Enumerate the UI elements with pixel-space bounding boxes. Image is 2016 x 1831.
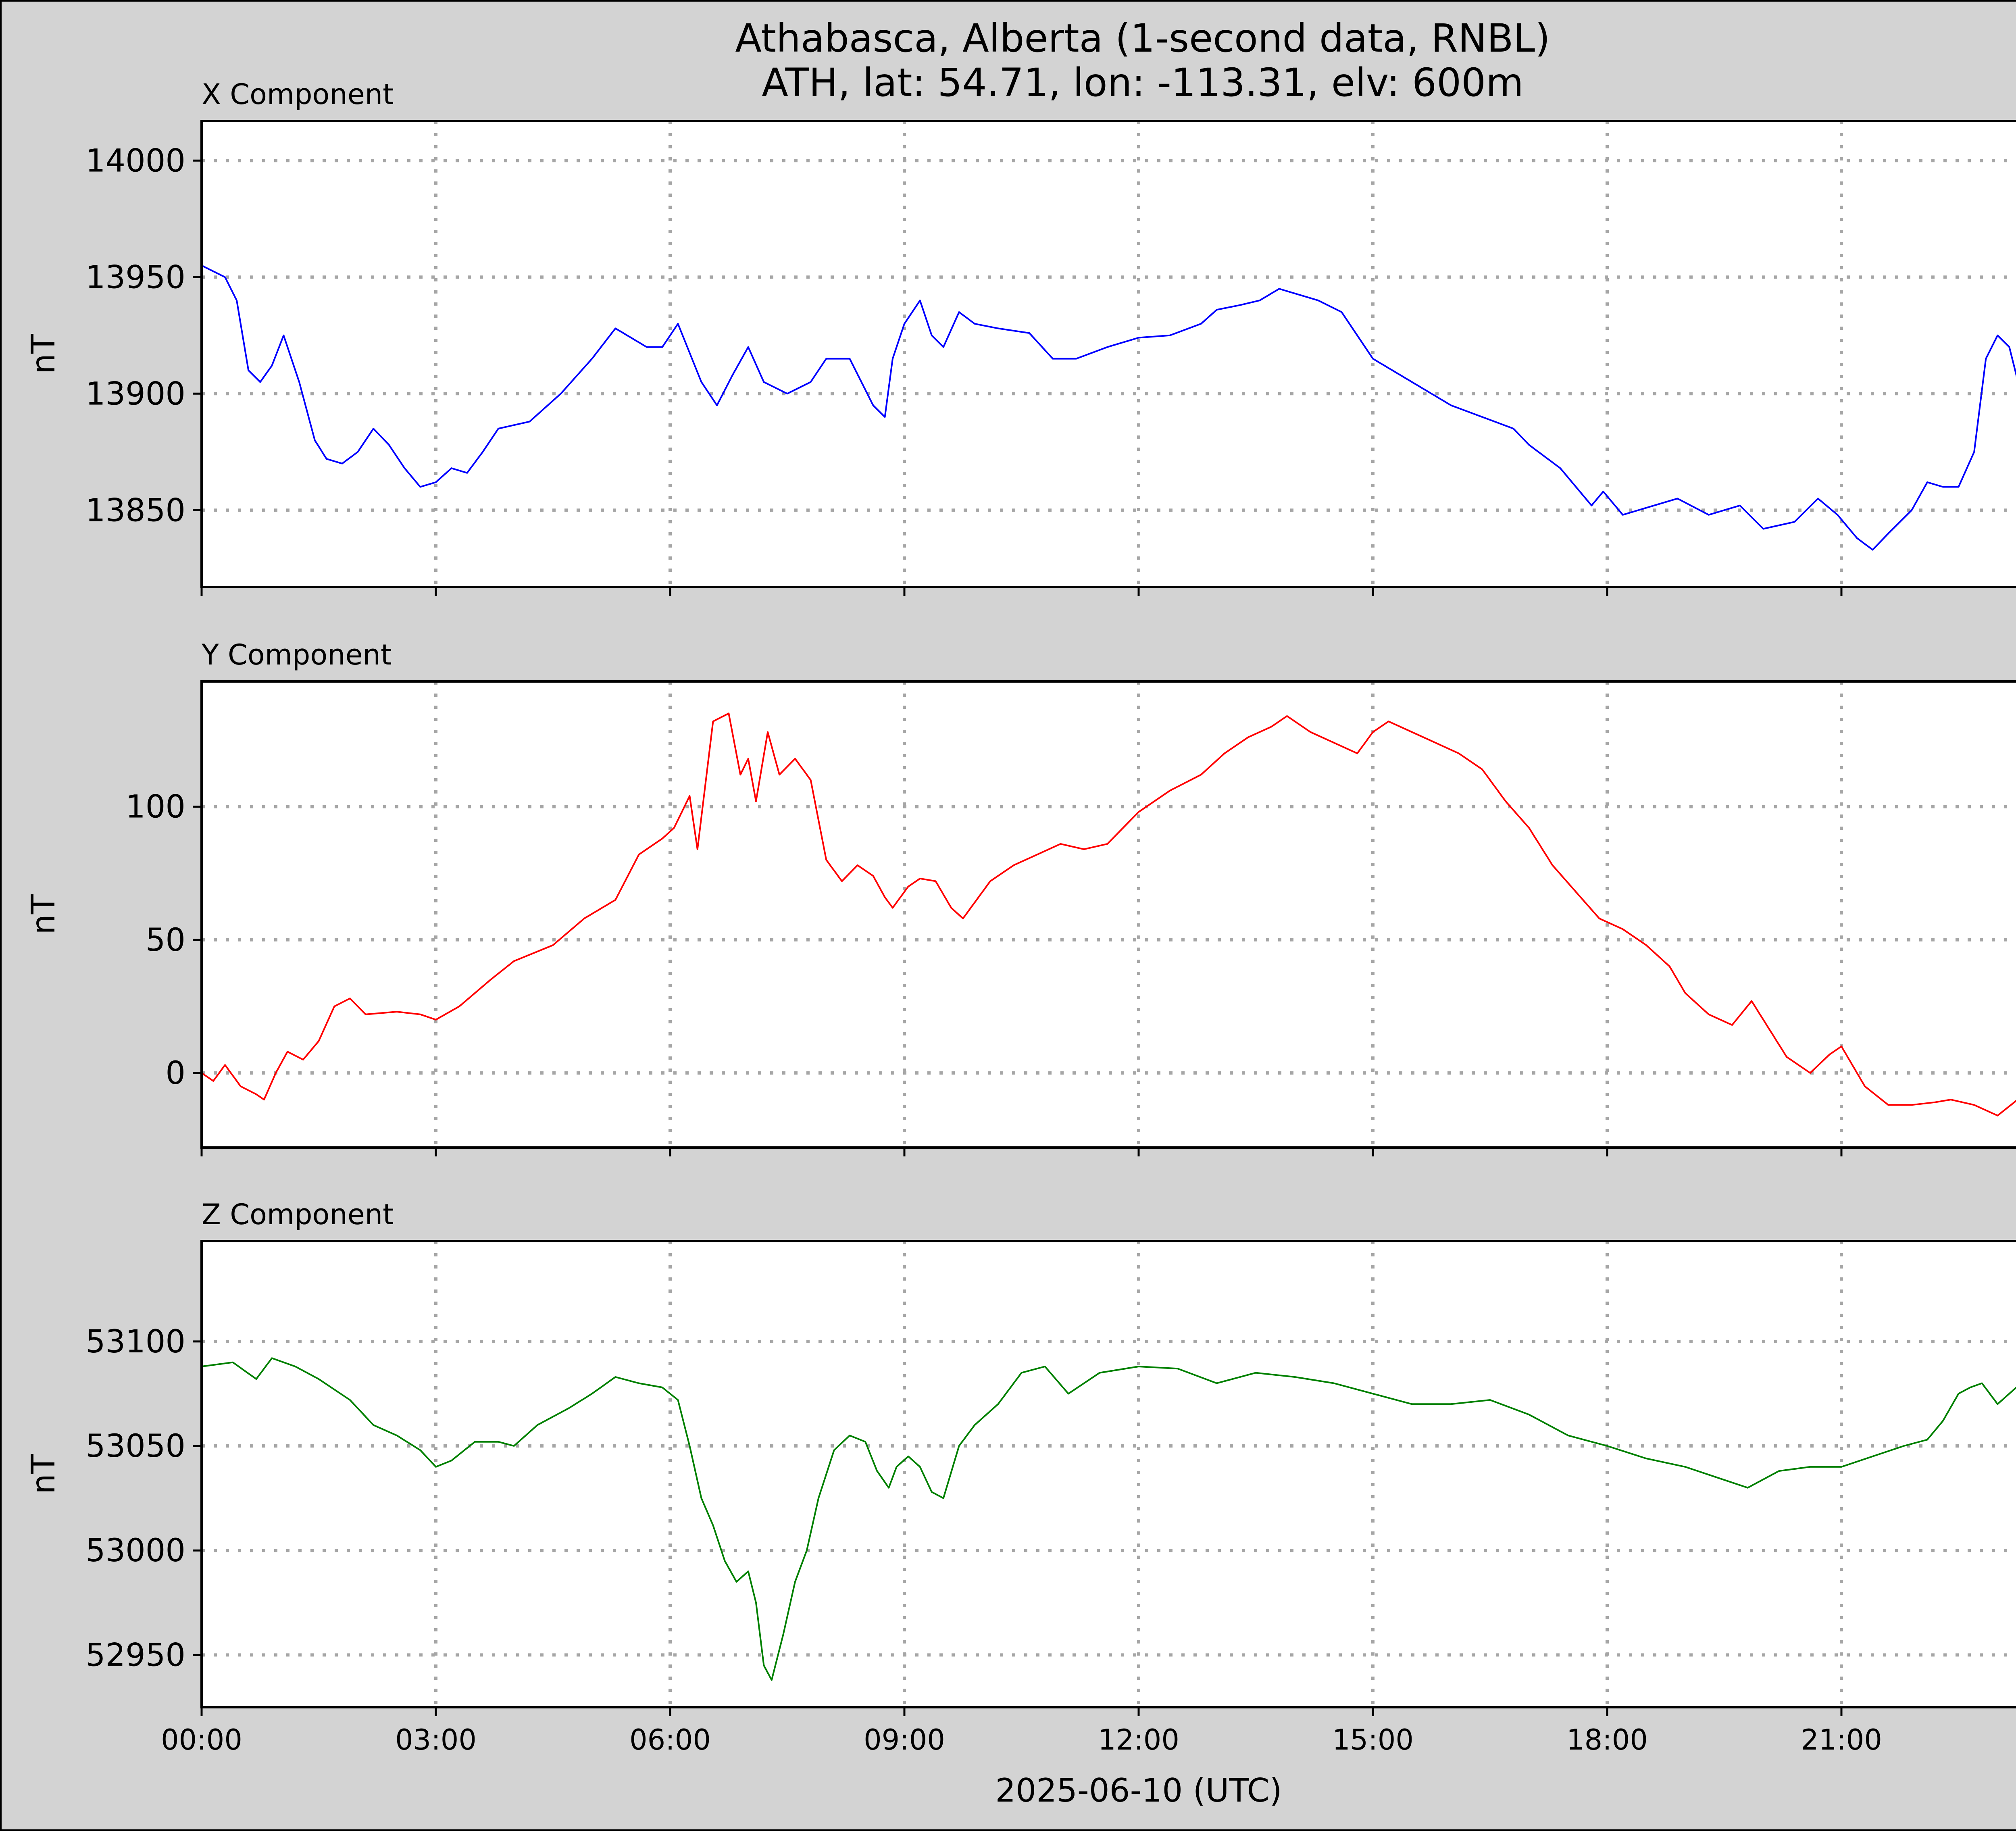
figure-title-line1: Athabasca, Alberta (1-second data, RNBL)	[735, 16, 1550, 61]
x-tick-label: 18:00	[1566, 1723, 1648, 1756]
y-y-tick-label: 50	[146, 922, 185, 958]
z-y-tick-label: 52950	[85, 1637, 185, 1673]
z-component-panel: Z Component nT 00:00 03:00 06:00 09:00 12:00 15…	[25, 1198, 2016, 1756]
x-tick-label: 21:00	[1801, 1723, 1882, 1756]
y-y-tick-label: 0	[165, 1055, 185, 1092]
y-series-line	[201, 712, 2016, 1117]
y-y-tick-label: 100	[125, 789, 185, 825]
figure-title-line2: ATH, lat: 54.71, lon: -113.31, elv: 600m	[762, 60, 1524, 105]
x-axis-label: 2025-06-10 (UTC)	[995, 1772, 1282, 1809]
x-plot-frame	[200, 120, 2016, 588]
x-y-tick-label: 13900	[85, 376, 185, 412]
y-plot-area	[202, 681, 2016, 1148]
x-tick-label: 09:00	[864, 1723, 945, 1756]
x-tick-label: 12:00	[1098, 1723, 1179, 1756]
z-y-axis-label: nT	[25, 1454, 62, 1494]
z-plot-frame	[200, 1240, 2016, 1708]
x-plot-area	[202, 121, 2016, 587]
x-tick-label: 00:00	[161, 1723, 242, 1756]
z-panel-title: Z Component	[202, 1198, 394, 1231]
x-y-axis-label: nT	[25, 333, 62, 374]
x-component-panel: X Component nT 13850 13900 13950 14000	[25, 78, 2016, 596]
x-y-tick-label: 14000	[85, 143, 185, 179]
z-y-tick-label: 53050	[85, 1428, 185, 1464]
z-y-tick-label: 53000	[85, 1533, 185, 1569]
y-y-axis-label: nT	[25, 894, 62, 935]
x-y-tick-label: 13850	[85, 492, 185, 529]
x-tick-label: 03:00	[395, 1723, 477, 1756]
z-series-line	[201, 1357, 2016, 1681]
z-plot-area	[202, 1241, 2016, 1707]
y-component-panel: Y Component nT 0 50 100	[25, 638, 2016, 1156]
x-tick-label: 06:00	[629, 1723, 711, 1756]
x-tick-label: 15:00	[1332, 1723, 1414, 1756]
x-panel-title: X Component	[202, 78, 394, 111]
x-series-line	[201, 265, 2016, 551]
x-y-tick-label: 13950	[85, 259, 185, 296]
z-y-tick-label: 53100	[85, 1324, 185, 1360]
y-panel-title: Y Component	[201, 638, 392, 671]
y-plot-frame	[200, 680, 2016, 1149]
